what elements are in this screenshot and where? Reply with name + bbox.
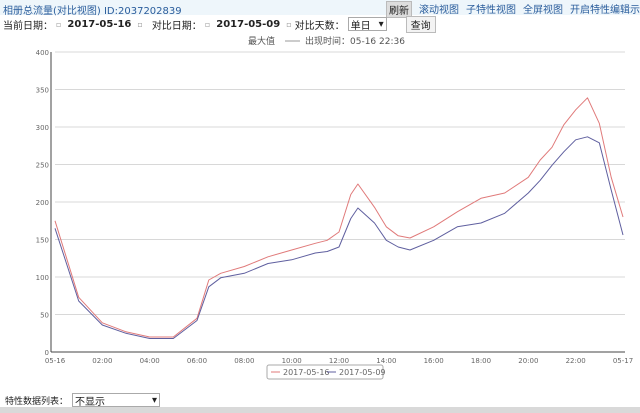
fullscreen-view-link[interactable]: 全屏视图 (523, 5, 563, 16)
y-tick-label: 400 (36, 49, 49, 57)
compare-days-value: 单日 (350, 20, 371, 32)
compare-days-select[interactable]: 单日 ▾ (347, 17, 387, 32)
refresh-button[interactable]: 刷新 (386, 1, 412, 18)
legend-label-0: 2017-05-16 (283, 368, 330, 377)
calendar-icon[interactable]: ▫ (137, 19, 143, 29)
x-tick-label: 02:00 (92, 357, 112, 365)
chevron-down-icon: ▾ (378, 18, 384, 30)
y-tick-label: 150 (36, 237, 49, 245)
y-tick-label: 200 (36, 199, 49, 207)
series-line-1 (54, 136, 624, 339)
x-tick-label: 08:00 (234, 357, 254, 365)
page-title: 相册总流量(对比视图) ID:2037202839 (3, 6, 182, 17)
feature-list-select[interactable]: 不显示 ▾ (72, 393, 161, 408)
scroll-view-link[interactable]: 滚动视图 (419, 5, 459, 16)
enable-feature-edit-link[interactable]: 开启特性编辑示 (570, 5, 640, 16)
y-tick-label: 0 (45, 349, 49, 357)
current-date-input[interactable]: 2017-05-16 (67, 18, 132, 30)
x-tick-label: 05-17 (613, 357, 633, 365)
x-tick-label: 14:00 (376, 357, 396, 365)
current-date-label: 当前日期： (3, 20, 53, 32)
x-tick-label: 05-16 (45, 357, 66, 365)
x-tick-label: 04:00 (140, 357, 160, 365)
traffic-chart: 最大值 出现时间：05-16 22:36 0 50 100 150 200 250 300 3… (36, 35, 633, 380)
series-line-0 (54, 97, 624, 338)
y-tick-label: 300 (36, 124, 49, 132)
x-tick-label: 10:00 (282, 357, 302, 365)
view-links: 刷新 滚动视图 子特性视图 全屏视图 开启特性编辑示 (386, 1, 640, 18)
sub-feature-view-link[interactable]: 子特性视图 (466, 5, 516, 16)
compare-days-label: 对比天数： (294, 20, 345, 32)
feature-list-bar: 特性数据列表： 不显示 ▾ (5, 393, 161, 408)
chart-subtitle-max: 最大值 (248, 35, 275, 47)
x-tick-label: 22:00 (566, 357, 586, 365)
legend: 2017-05-16 2017-05-09 (266, 364, 386, 380)
top-bar: 相册总流量(对比视图) ID:2037202839 刷新 滚动视图 子特性视图 … (0, 0, 640, 18)
feature-list-label: 特性数据列表： (5, 396, 69, 407)
query-button[interactable]: 查询 (405, 15, 436, 33)
x-tick-label: 12:00 (329, 357, 349, 365)
compare-date-label: 对比日期： (151, 20, 202, 32)
y-tick-label: 100 (36, 274, 49, 282)
filter-bar: 当前日期： ▫ 2017-05-16 ▫ 对比日期： ▫ 2017-05-09 … (3, 15, 436, 33)
y-tick-label: 50 (40, 312, 49, 320)
x-tick-label: 20:00 (518, 357, 538, 365)
chart-subtitle-time: 出现时间：05-16 22:36 (305, 35, 405, 47)
calendar-icon[interactable]: ▫ (204, 19, 211, 29)
compare-date-input[interactable]: 2017-05-09 (216, 18, 281, 30)
calendar-icon[interactable]: ▫ (56, 19, 62, 29)
legend-label-1: 2017-05-09 (339, 368, 386, 377)
y-tick-label: 350 (36, 87, 49, 95)
calendar-icon[interactable]: ▫ (286, 19, 292, 29)
legend-box (266, 364, 384, 380)
y-tick-label: 250 (36, 162, 49, 170)
x-tick-label: 16:00 (424, 357, 444, 365)
chevron-down-icon: ▾ (151, 394, 158, 406)
x-tick-label: 06:00 (187, 357, 207, 365)
feature-list-value: 不显示 (75, 396, 106, 408)
x-tick-label: 18:00 (471, 357, 491, 365)
footer-bar (0, 407, 640, 413)
